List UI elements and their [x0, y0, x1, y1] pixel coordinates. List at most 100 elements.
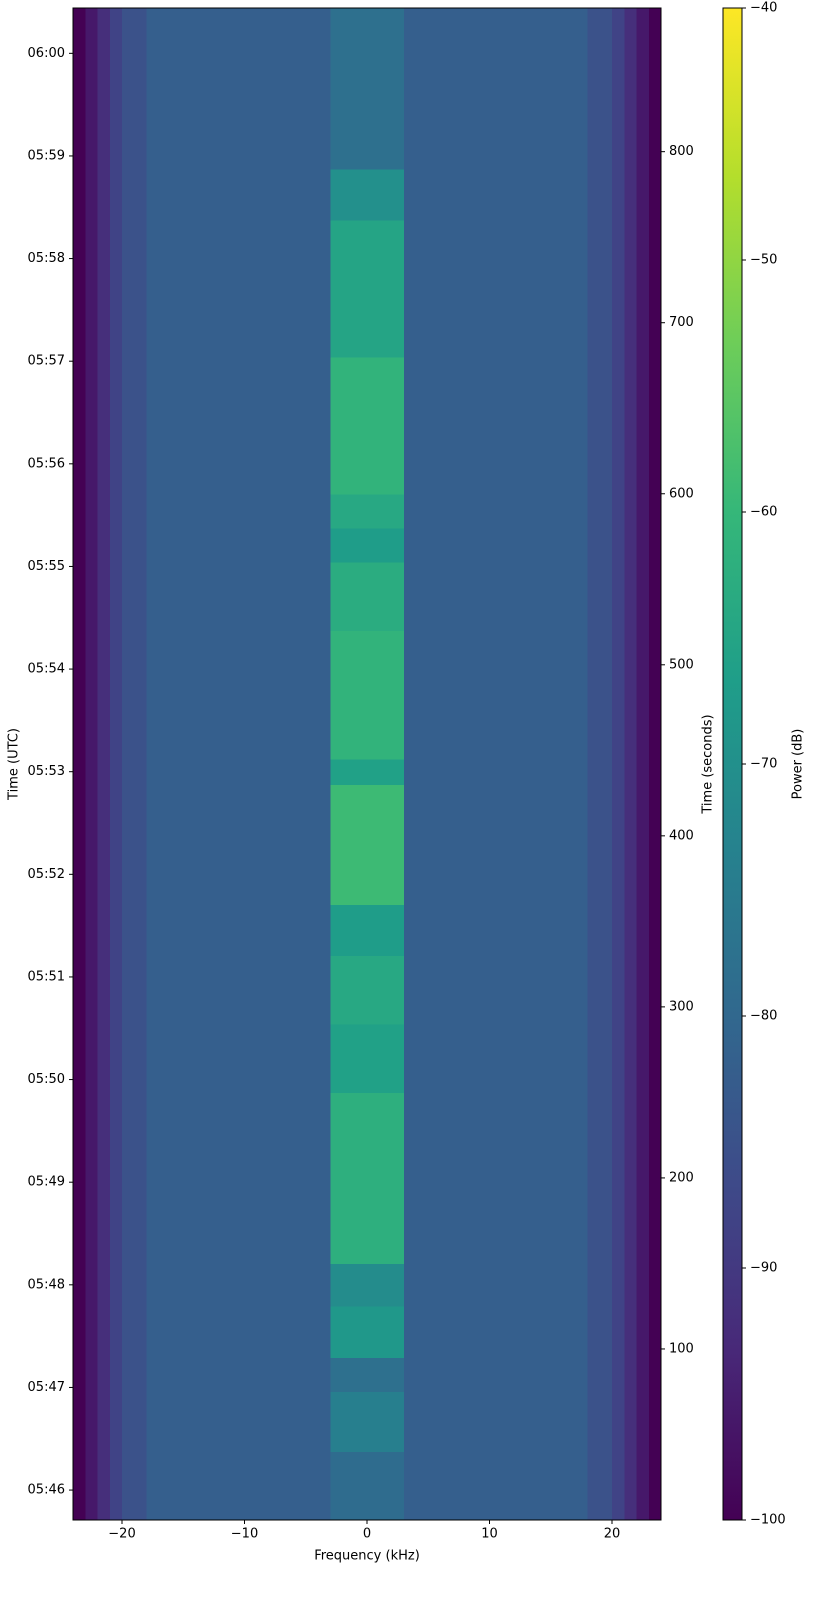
y-tick-label: 05:58: [28, 251, 65, 266]
heat-cell: [624, 8, 637, 170]
heat-cell: [612, 1451, 625, 1521]
heat-cell: [97, 1357, 111, 1393]
heat-cell: [612, 758, 625, 786]
heat-cell: [624, 630, 637, 760]
heat-cell: [624, 527, 637, 563]
heat-cell: [146, 220, 331, 358]
heat-cell: [146, 527, 331, 563]
y-tick-label: 05:53: [28, 764, 65, 779]
heat-cell: [330, 1391, 405, 1453]
heat-cell: [624, 1391, 637, 1453]
heat-cell: [648, 220, 662, 358]
heat-cell: [587, 527, 613, 563]
heat-cell: [587, 955, 613, 1025]
heat-cell: [636, 527, 650, 563]
x-tick-label: −20: [108, 1527, 135, 1542]
heat-cell: [122, 8, 147, 170]
heat-cell: [403, 493, 588, 529]
heat-cell: [73, 168, 86, 221]
heat-cell: [330, 1023, 405, 1093]
heat-cell: [109, 493, 123, 529]
heat-cell: [403, 955, 588, 1025]
heat-cell: [97, 168, 111, 221]
heat-cell: [73, 8, 86, 170]
x-axis-label: Frequency (kHz): [314, 1549, 420, 1564]
heat-cell: [122, 784, 147, 905]
heat-cell: [636, 1306, 650, 1359]
heat-cell: [85, 1451, 98, 1521]
heat-cell: [403, 220, 588, 358]
heat-cell: [330, 356, 405, 495]
colorbar-tick-label: −50: [750, 253, 777, 268]
heat-cell: [122, 220, 147, 358]
heat-cell: [648, 1451, 662, 1521]
y-tick-label: 05:56: [28, 456, 65, 471]
heat-cell: [73, 220, 86, 358]
heat-cell: [612, 630, 625, 760]
heat-cell: [636, 168, 650, 221]
heat-cell: [624, 784, 637, 905]
heat-cell: [122, 493, 147, 529]
heat-cell: [330, 784, 405, 905]
y-axis-label: Time (UTC): [7, 728, 22, 801]
heat-cell: [73, 904, 86, 957]
y-tick-label: 05:59: [28, 148, 65, 163]
heat-cell: [612, 356, 625, 495]
y-tick-label: 05:51: [28, 969, 65, 984]
y-tick-label: 05:47: [28, 1380, 65, 1395]
heat-cell: [648, 904, 662, 957]
heat-cell: [109, 562, 123, 632]
heat-cell: [587, 356, 613, 495]
heat-cell: [587, 493, 613, 529]
heat-cell: [330, 1451, 405, 1521]
heat-cell: [612, 1357, 625, 1393]
heat-cell: [587, 562, 613, 632]
heat-cell: [648, 784, 662, 905]
heat-cell: [85, 1023, 98, 1093]
heat-cell: [636, 955, 650, 1025]
heat-cell: [146, 758, 331, 786]
y2-tick-label: 100: [669, 1341, 694, 1356]
colorbar: [722, 7, 743, 1521]
heat-cell: [612, 562, 625, 632]
heat-cell: [97, 758, 111, 786]
heat-cell: [330, 8, 405, 170]
heat-cell: [587, 1391, 613, 1453]
heat-cell: [122, 1263, 147, 1307]
y2-tick-label: 200: [669, 1170, 694, 1185]
y2-tick-label: 700: [669, 315, 694, 330]
heat-cell: [403, 1092, 588, 1264]
heat-cell: [648, 527, 662, 563]
heat-cell: [330, 562, 405, 632]
heat-cell: [122, 562, 147, 632]
heat-cell: [648, 562, 662, 632]
y2-axis-label: Time (seconds): [701, 714, 716, 814]
y-tick-label: 05:57: [28, 354, 65, 369]
heat-cell: [612, 1092, 625, 1264]
heat-cell: [109, 904, 123, 957]
heat-cell: [73, 758, 86, 786]
heat-cell: [403, 1023, 588, 1093]
x-tick-label: 20: [604, 1527, 621, 1542]
y-tick-label: 05:55: [28, 559, 65, 574]
heat-cell: [122, 1357, 147, 1393]
heat-cell: [587, 630, 613, 760]
heat-cell: [122, 630, 147, 760]
heat-cell: [122, 758, 147, 786]
heat-cell: [109, 168, 123, 221]
heat-cell: [109, 220, 123, 358]
heat-cell: [624, 1357, 637, 1393]
heat-cell: [403, 630, 588, 760]
x-tick-label: 10: [481, 1527, 498, 1542]
heat-cell: [97, 784, 111, 905]
heat-cell: [330, 1306, 405, 1359]
heat-cell: [624, 168, 637, 221]
heat-cell: [403, 562, 588, 632]
heat-cell: [85, 168, 98, 221]
heat-cell: [97, 1092, 111, 1264]
heat-cell: [636, 630, 650, 760]
heat-cell: [97, 493, 111, 529]
heat-cell: [636, 1357, 650, 1393]
colorbar-tick-label: −40: [750, 1, 777, 16]
heat-cell: [146, 904, 331, 957]
